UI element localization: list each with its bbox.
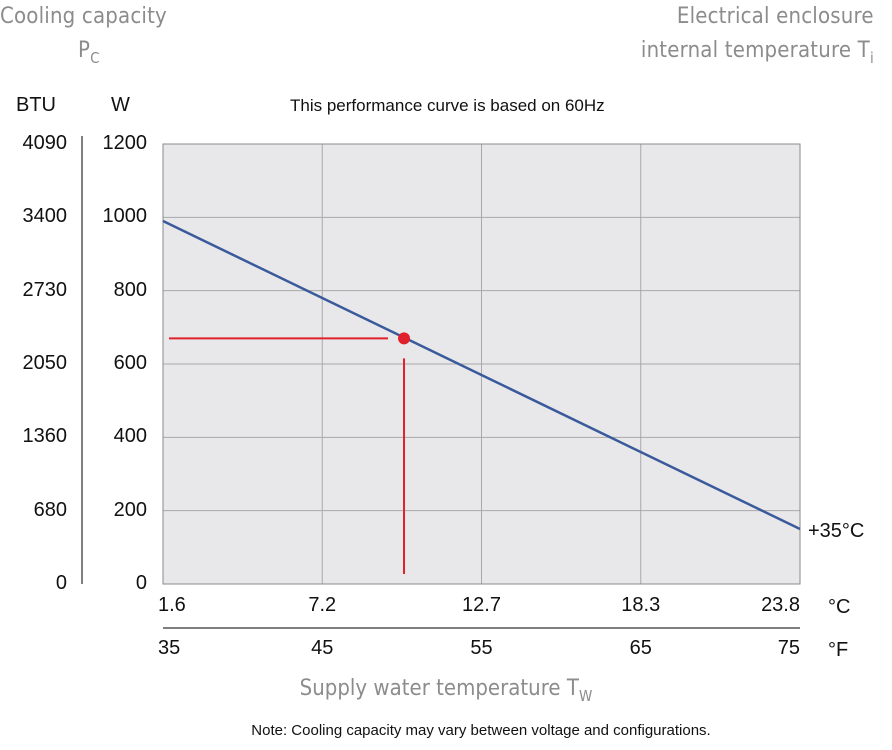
pc-symbol: P <box>78 38 91 63</box>
cooling-capacity-label: Cooling capacity <box>0 4 167 29</box>
x-tick-celsius-4: 23.8 <box>761 594 800 616</box>
tw-subscript: W <box>578 687 593 705</box>
enclosure-title-line1: Electrical enclosure <box>677 4 874 29</box>
enclosure-title-line2: internal temperature Ti <box>641 38 874 67</box>
y-tick-w-1: 200 <box>113 498 147 521</box>
enclosure-title-text2: internal temperature T <box>640 38 871 63</box>
x-tick-fahrenheit-3: 65 <box>629 637 652 659</box>
plot-border <box>162 143 801 585</box>
fahrenheit-unit: °F <box>828 639 849 661</box>
series-group <box>162 219 801 574</box>
x-tick-celsius-3: 18.3 <box>621 594 661 616</box>
cooling-capacity-symbol: PC <box>78 38 100 67</box>
series-label-35c: +35°C <box>808 520 865 542</box>
plot-frame <box>162 143 801 585</box>
x-tick-celsius-0: 1.6 <box>158 594 186 616</box>
y-tick-btu-3: 2050 <box>22 352 68 374</box>
x-tick-fahrenheit-1: 45 <box>311 637 334 659</box>
x-tick-fahrenheit-4: 75 <box>777 637 800 659</box>
y-tick-btu-6: 4090 <box>22 132 68 154</box>
y-tick-w-5: 1000 <box>102 205 148 228</box>
y-tick-btu-1: 680 <box>33 498 67 521</box>
y-tick-w-0: 0 <box>135 572 147 594</box>
y-tick-w-6: 1200 <box>102 132 148 154</box>
x-tick-celsius-2: 12.7 <box>462 594 501 616</box>
ti-subscript: i <box>870 49 874 67</box>
y-tick-w-3: 600 <box>113 352 147 374</box>
chart-subtitle: This performance curve is based on 60Hz <box>290 96 605 115</box>
y-tick-btu-0: 0 <box>55 572 67 594</box>
y-tick-btu-5: 3400 <box>22 205 68 228</box>
footnote: Note: Cooling capacity may vary between … <box>251 722 711 739</box>
w-unit-label: W <box>111 94 130 116</box>
cooling-capacity-title: Cooling capacity <box>0 4 167 29</box>
y-tick-w-4: 800 <box>113 278 147 301</box>
y-tick-btu-2: 1360 <box>22 425 68 448</box>
y-tick-btu-4: 2730 <box>22 278 68 301</box>
series-line-0 <box>162 219 801 531</box>
x-tick-celsius-1: 7.2 <box>308 594 337 616</box>
pc-subscript: C <box>90 49 100 67</box>
x-tick-fahrenheit-2: 55 <box>470 637 493 659</box>
x-axis-title: Supply water temperature TW <box>45 676 848 705</box>
celsius-unit: °C <box>828 596 851 618</box>
x-tick-fahrenheit-0: 35 <box>158 637 181 659</box>
x-axis-title-text: Supply water temperature T <box>299 676 579 701</box>
enclosure-title-text1: Electrical enclosure <box>677 4 874 29</box>
btu-unit-label: BTU <box>16 94 56 116</box>
y-tick-w-2: 400 <box>113 425 147 448</box>
marker-point <box>398 332 411 345</box>
